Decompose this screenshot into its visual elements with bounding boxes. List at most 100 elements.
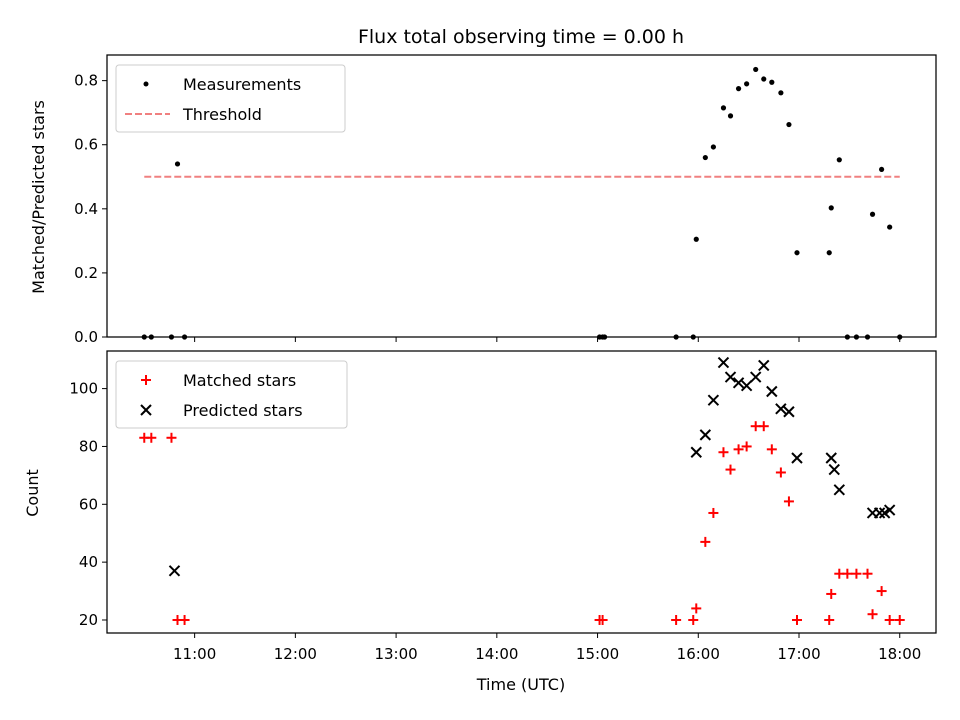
bottom-panel: 20 40 60 80 100 11:00 12:00 13:00 14:00 15:00 16:0…: [23, 350, 937, 694]
bottom-x-tick-label: 11:00: [173, 645, 216, 663]
bottom-x-tick-label: 16:00: [677, 645, 720, 663]
bottom-y-tick-label: 60: [79, 495, 98, 513]
legend-threshold-label: Threshold: [182, 105, 262, 124]
predicted-star-point: [791, 452, 803, 464]
bottom-x-tick-label: 13:00: [374, 645, 417, 663]
matched-stars-layer: [139, 421, 905, 625]
predicted-star-point: [828, 463, 840, 476]
predicted-star-point: [717, 356, 730, 369]
measurement-point: [879, 166, 885, 173]
measurement-point: [869, 211, 876, 217]
top-legend: Measurements Threshold: [115, 64, 346, 133]
bottom-legend-box: [115, 360, 348, 429]
bottom-x-tick-label: 12:00: [274, 645, 317, 663]
predicted-star-point: [707, 394, 720, 406]
matched-star-point: [688, 614, 699, 625]
measurement-point: [836, 157, 842, 163]
measurement-point: [794, 250, 800, 256]
matched-star-point: [826, 588, 837, 599]
matched-star-point: [725, 464, 736, 475]
bottom-y-tick-label: 80: [79, 437, 98, 455]
predicted-star-point: [690, 446, 702, 458]
top-y-tick-label: 0.6: [74, 136, 98, 154]
legend-matched-marker: [141, 375, 151, 385]
measurement-point: [693, 236, 699, 242]
measurement-point: [753, 66, 759, 73]
predicted-star-point: [873, 507, 886, 519]
top-y-tick-label: 0.0: [74, 328, 98, 346]
matched-star-point: [842, 568, 853, 579]
measurement-point: [887, 224, 893, 230]
predicted-star-point: [883, 504, 896, 516]
bottom-legend: Matched stars Predicted stars: [115, 360, 348, 429]
bottom-y-tick-label: 40: [79, 553, 98, 571]
measurement-point: [710, 144, 716, 150]
measurement-point: [786, 121, 792, 128]
bottom-x-tick-label: 14:00: [475, 645, 518, 663]
top-plot-frame: [106, 54, 937, 338]
matched-star-point: [775, 467, 786, 478]
bottom-y-axis-label: Count: [23, 469, 42, 517]
legend-predicted-label: Predicted stars: [183, 401, 303, 420]
matched-star-point: [733, 444, 744, 455]
bottom-x-tick-label: 17:00: [777, 645, 820, 663]
measurement-point: [727, 113, 734, 119]
predicted-star-point: [724, 371, 737, 383]
predicted-star-point: [758, 359, 770, 372]
predicted-stars-layer: [168, 356, 896, 577]
measurement-point: [778, 90, 784, 96]
top-axis-ticks: 0.0 0.2 0.4 0.6 0.8: [74, 72, 901, 346]
top-y-tick-label: 0.4: [74, 200, 98, 218]
legend-matched-label: Matched stars: [183, 371, 296, 390]
matched-star-point: [597, 614, 608, 625]
matched-star-point: [179, 614, 190, 625]
matched-star-point: [671, 614, 682, 625]
measurement-point: [826, 250, 832, 256]
predicted-star-point: [168, 565, 181, 577]
predicted-star-point: [825, 452, 837, 464]
predicted-star-point: [749, 371, 762, 383]
matched-star-point: [851, 568, 862, 579]
matched-star-point: [894, 614, 905, 625]
matched-star-point: [708, 507, 719, 518]
matched-star-point: [691, 603, 702, 614]
bottom-x-tick-label: 18:00: [878, 645, 921, 663]
x-axis-label: Time (UTC): [476, 675, 565, 694]
matched-star-point: [791, 614, 802, 625]
predicted-star-point: [775, 403, 787, 415]
legend-measurements-label: Measurements: [183, 75, 301, 94]
measurement-point: [744, 81, 750, 87]
legend-predicted-marker: [140, 404, 152, 416]
measurement-point: [769, 79, 775, 85]
top-legend-box: [115, 64, 346, 133]
predicted-star-point: [699, 429, 712, 441]
predicted-star-point: [740, 380, 753, 392]
top-panel: 0.00.20.40.60.8 Matched/Predicted stars …: [29, 54, 937, 346]
measurement-point: [761, 76, 767, 82]
matched-star-point: [166, 432, 177, 443]
bottom-y-tick-label: 20: [79, 611, 98, 629]
chart-title: Flux total observing time = 0.00 h: [358, 26, 684, 48]
top-y-axis-label: Matched/Predicted stars: [29, 100, 48, 294]
top-y-tick-label: 0.2: [74, 264, 98, 282]
bottom-y-tick-label: 100: [69, 380, 98, 398]
measurement-point: [174, 161, 181, 167]
matched-star-point: [766, 444, 777, 455]
matched-star-point: [718, 447, 729, 458]
bottom-x-tick-label: 15:00: [576, 645, 619, 663]
top-y-tick-label: 0.8: [74, 72, 98, 90]
matched-star-point: [876, 586, 887, 597]
measurement-point: [735, 86, 742, 92]
matched-star-point: [824, 614, 835, 625]
bottom-plot-frame: [106, 350, 937, 634]
bottom-axis-ticks: 20 40 60 80 100 11:00 12:00 13:00 14:00 15:00 16:0…: [69, 380, 921, 663]
predicted-star-point: [732, 377, 745, 389]
matched-star-point: [884, 614, 895, 625]
predicted-star-point: [833, 484, 846, 496]
matched-star-point: [862, 568, 873, 579]
matched-star-point: [783, 496, 794, 507]
matched-star-point: [700, 536, 711, 547]
matched-star-point: [146, 432, 157, 443]
predicted-star-point: [783, 406, 795, 418]
